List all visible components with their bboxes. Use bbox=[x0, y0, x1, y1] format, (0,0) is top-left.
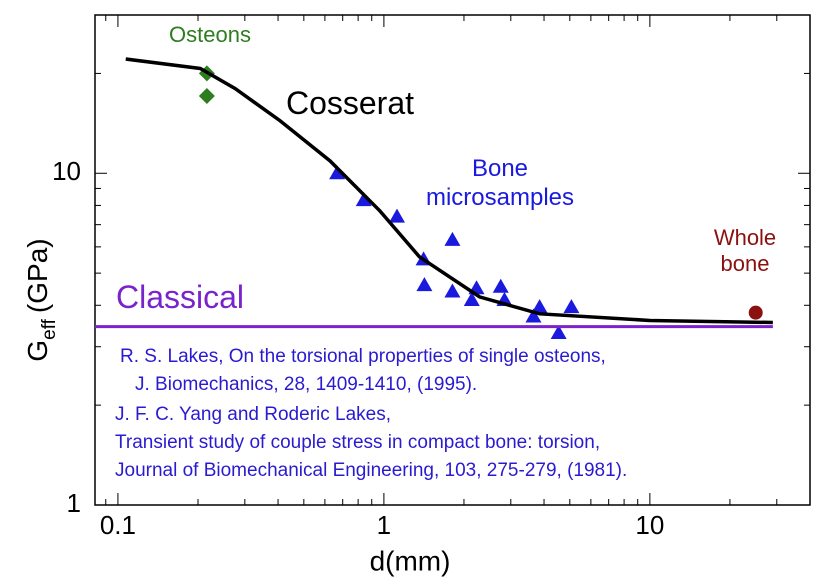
x-tick-label: 1 bbox=[377, 510, 391, 540]
y-tick-label: 10 bbox=[52, 156, 81, 186]
point bbox=[550, 324, 567, 339]
x-tick-label: 0.1 bbox=[100, 510, 136, 540]
x-tick-label: 10 bbox=[635, 510, 664, 540]
series-label: Whole bone bbox=[713, 225, 777, 277]
point bbox=[444, 231, 461, 246]
series-label: Osteons bbox=[169, 22, 251, 47]
point bbox=[388, 208, 405, 223]
point bbox=[198, 87, 215, 104]
point bbox=[329, 165, 346, 180]
plot-frame bbox=[94, 14, 811, 506]
reference-note: J. F. C. Yang and Roderic Lakes, bbox=[115, 404, 391, 425]
reference-note: Journal of Biomechanical Engineering, 10… bbox=[115, 460, 627, 481]
reference-note: Transient study of couple stress in comp… bbox=[115, 432, 600, 453]
reference-note: R. S. Lakes, On the torsional properties… bbox=[120, 346, 606, 367]
x-axis-label: d(mm) bbox=[370, 545, 451, 576]
point bbox=[563, 299, 580, 314]
y-label-unit: (GPa) bbox=[22, 238, 53, 313]
point bbox=[444, 283, 461, 298]
point bbox=[463, 291, 480, 306]
series-label: Bone microsamples bbox=[425, 155, 575, 211]
point bbox=[492, 278, 509, 293]
y-label-main: G bbox=[22, 340, 53, 362]
y-label-sub: eff bbox=[39, 318, 60, 340]
point bbox=[416, 277, 433, 292]
point bbox=[525, 308, 542, 323]
point bbox=[355, 192, 372, 207]
reference-note: J. Biomechanics, 28, 1409-1410, (1995). bbox=[135, 374, 477, 395]
y-axis-label: Geff (GPa) bbox=[22, 238, 60, 361]
point bbox=[531, 299, 548, 314]
series-label: Classical bbox=[115, 279, 245, 315]
series-label: Cosserat bbox=[285, 85, 415, 121]
series-line bbox=[125, 57, 773, 325]
point bbox=[748, 305, 763, 320]
y-tick-label: 1 bbox=[67, 488, 81, 518]
